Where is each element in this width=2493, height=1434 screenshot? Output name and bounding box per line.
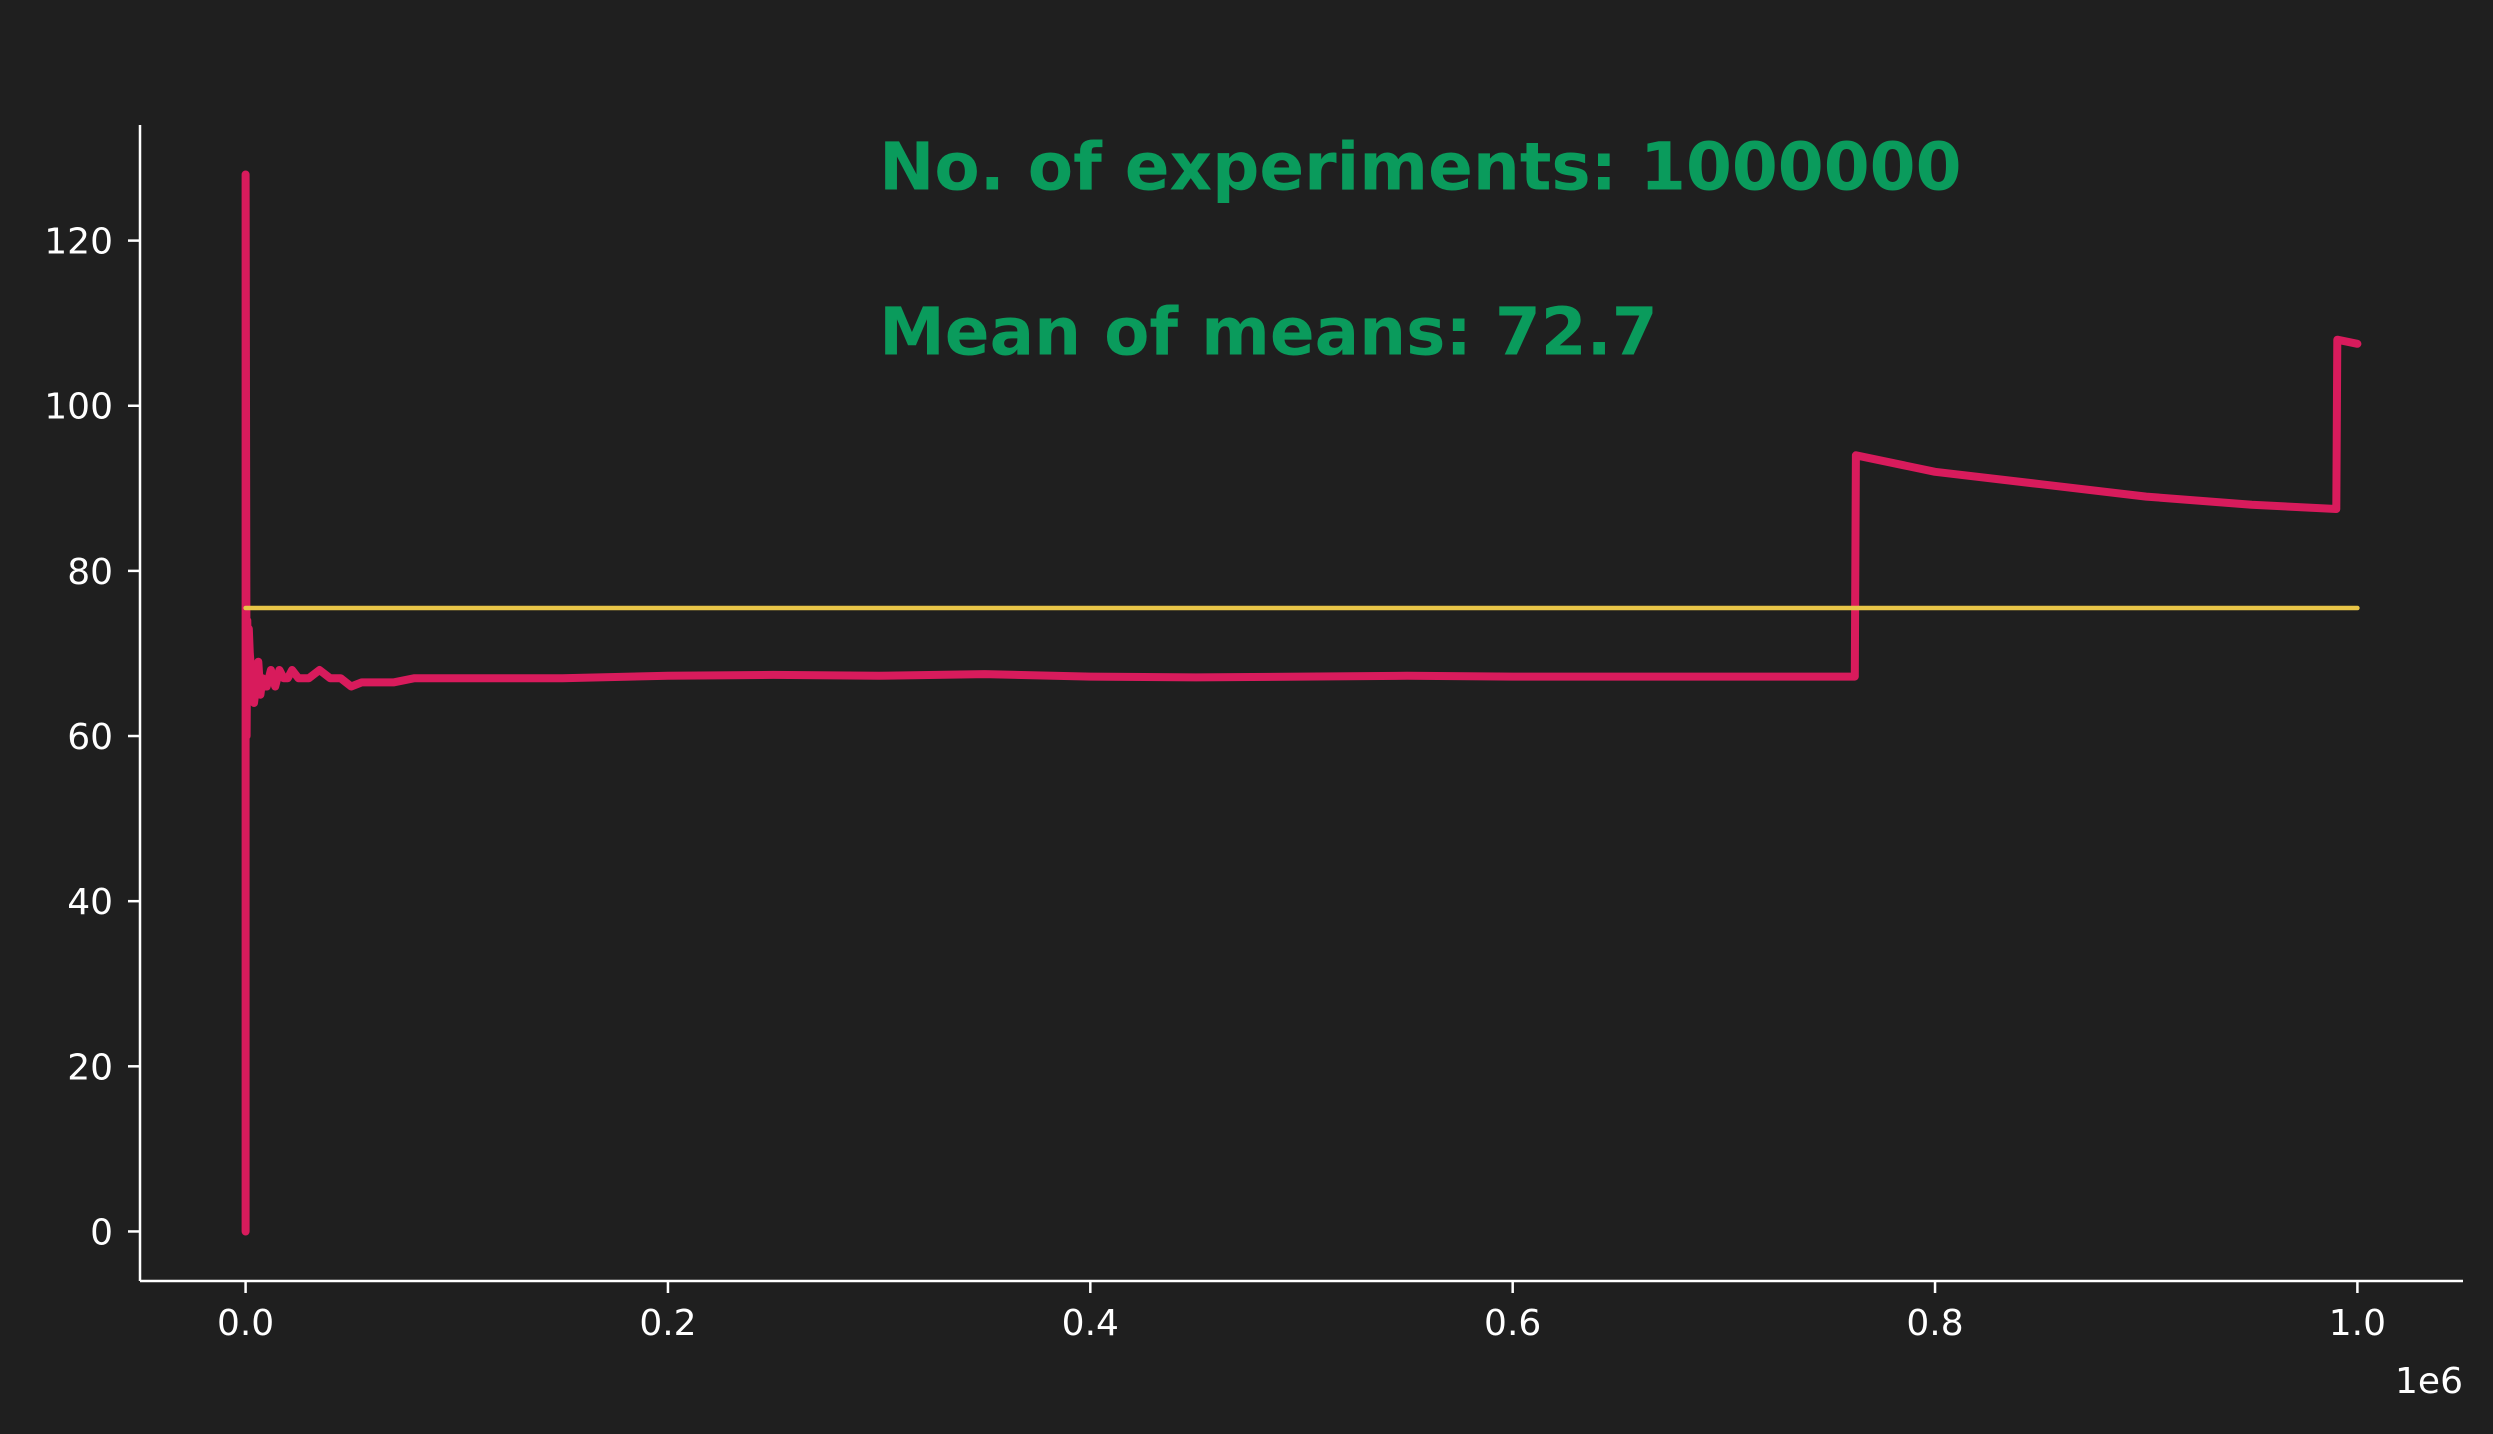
y-tick-label: 40	[67, 882, 113, 923]
x-offset-label: 1e6	[2395, 1361, 2463, 1402]
annotation-text: No. of experiments: 1000000	[879, 129, 1961, 206]
x-tick-label: 0.0	[217, 1303, 274, 1344]
y-tick-label: 60	[67, 717, 113, 758]
y-tick-label: 120	[44, 222, 113, 263]
x-tick-label: 0.8	[1906, 1303, 1963, 1344]
x-tick-label: 0.6	[1484, 1303, 1541, 1344]
annotation-text: Mean of means: 72.7	[879, 294, 1658, 371]
y-tick-label: 20	[67, 1047, 113, 1088]
x-tick-label: 1.0	[2329, 1303, 2386, 1344]
x-tick-label: 0.2	[639, 1303, 696, 1344]
annotation-layer: No. of experiments: 1000000 Mean of means…	[879, 129, 1961, 371]
y-tick-label: 0	[90, 1212, 113, 1253]
x-tick-label: 0.4	[1062, 1303, 1119, 1344]
axes-layer	[138, 125, 2463, 1283]
y-tick-label: 100	[44, 387, 113, 428]
ticks-layer: 0.0 0.2 0.4 0.6 0.8 1.0 0 20 40 60 80 100 120	[44, 222, 2386, 1344]
running-mean-line	[241, 170, 2362, 1236]
y-tick-label: 80	[67, 552, 113, 593]
series-layer	[241, 170, 2362, 1236]
